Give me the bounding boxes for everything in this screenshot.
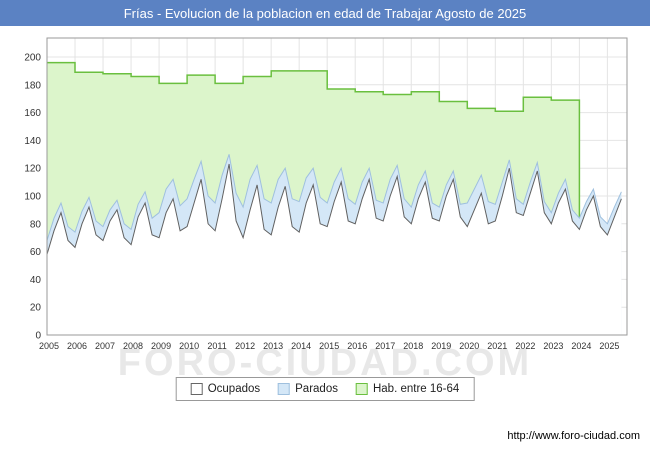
y-tick-label: 200 <box>24 53 41 64</box>
legend-item-ocupados: Ocupados <box>190 383 261 395</box>
plot-border <box>46 37 628 336</box>
x-tick-label: 2007 <box>95 341 115 351</box>
x-tick-label: 2017 <box>375 341 395 351</box>
x-tick-label: 2013 <box>263 341 283 351</box>
y-tick-label: 0 <box>35 331 41 342</box>
x-tick-label: 2010 <box>179 341 199 351</box>
y-tick-label: 160 <box>24 108 41 119</box>
x-tick-label: 2016 <box>347 341 367 351</box>
footer-url: http://www.foro-ciudad.com <box>507 430 640 442</box>
y-tick-label: 180 <box>24 80 41 91</box>
x-tick-label: 2006 <box>67 341 87 351</box>
line-hab <box>47 61 581 335</box>
population-evolution-chart: 0 20 40 60 80 100 120 140 160 180 200 2005 2006 2007 2… <box>24 37 628 351</box>
x-tick-label: 2005 <box>39 341 59 351</box>
y-tick-label: 120 <box>24 164 41 175</box>
y-tick-label: 40 <box>30 275 42 286</box>
legend-item-hab: Hab. entre 16-64 <box>355 383 460 395</box>
title-bar: Frías - Evolucion de la poblacion en eda… <box>0 0 650 26</box>
ocupados-swatch-icon <box>190 383 203 395</box>
parados-swatch-icon <box>278 383 291 395</box>
x-tick-label: 2014 <box>291 341 311 351</box>
line-parados <box>46 154 622 241</box>
page-title: Frías - Evolucion de la poblacion en eda… <box>123 5 527 21</box>
legend: Ocupados Parados Hab. entre 16-64 <box>175 377 475 401</box>
x-tick-label: 2011 <box>207 341 226 351</box>
y-tick-label: 20 <box>30 303 42 314</box>
x-tick-label: 2008 <box>123 341 143 351</box>
hab-swatch-icon <box>355 383 368 395</box>
x-tick-label: 2025 <box>599 341 619 351</box>
x-tick-label: 2012 <box>235 341 255 351</box>
x-tick-label: 2024 <box>571 341 591 351</box>
y-tick-label: 100 <box>24 192 41 203</box>
legend-item-parados: Parados <box>278 383 338 395</box>
y-tick-label: 60 <box>30 247 42 258</box>
line-ocupados <box>46 163 622 255</box>
area-ocupados <box>47 164 622 335</box>
x-tick-label: 2018 <box>403 341 423 351</box>
x-tick-label: 2021 <box>487 341 507 351</box>
x-tick-label: 2020 <box>459 341 479 351</box>
x-tick-label: 2009 <box>151 341 171 351</box>
legend-label-ocupados: Ocupados <box>207 383 261 395</box>
x-tick-label: 2019 <box>431 341 451 351</box>
legend-label-parados: Parados <box>295 383 338 395</box>
x-tick-label: 2023 <box>543 341 563 351</box>
x-tick-label: 2015 <box>319 341 339 351</box>
x-tick-label: 2022 <box>515 341 535 351</box>
legend-label-hab: Hab. entre 16-64 <box>372 383 460 395</box>
y-tick-label: 140 <box>24 136 41 147</box>
y-tick-label: 80 <box>30 219 42 230</box>
